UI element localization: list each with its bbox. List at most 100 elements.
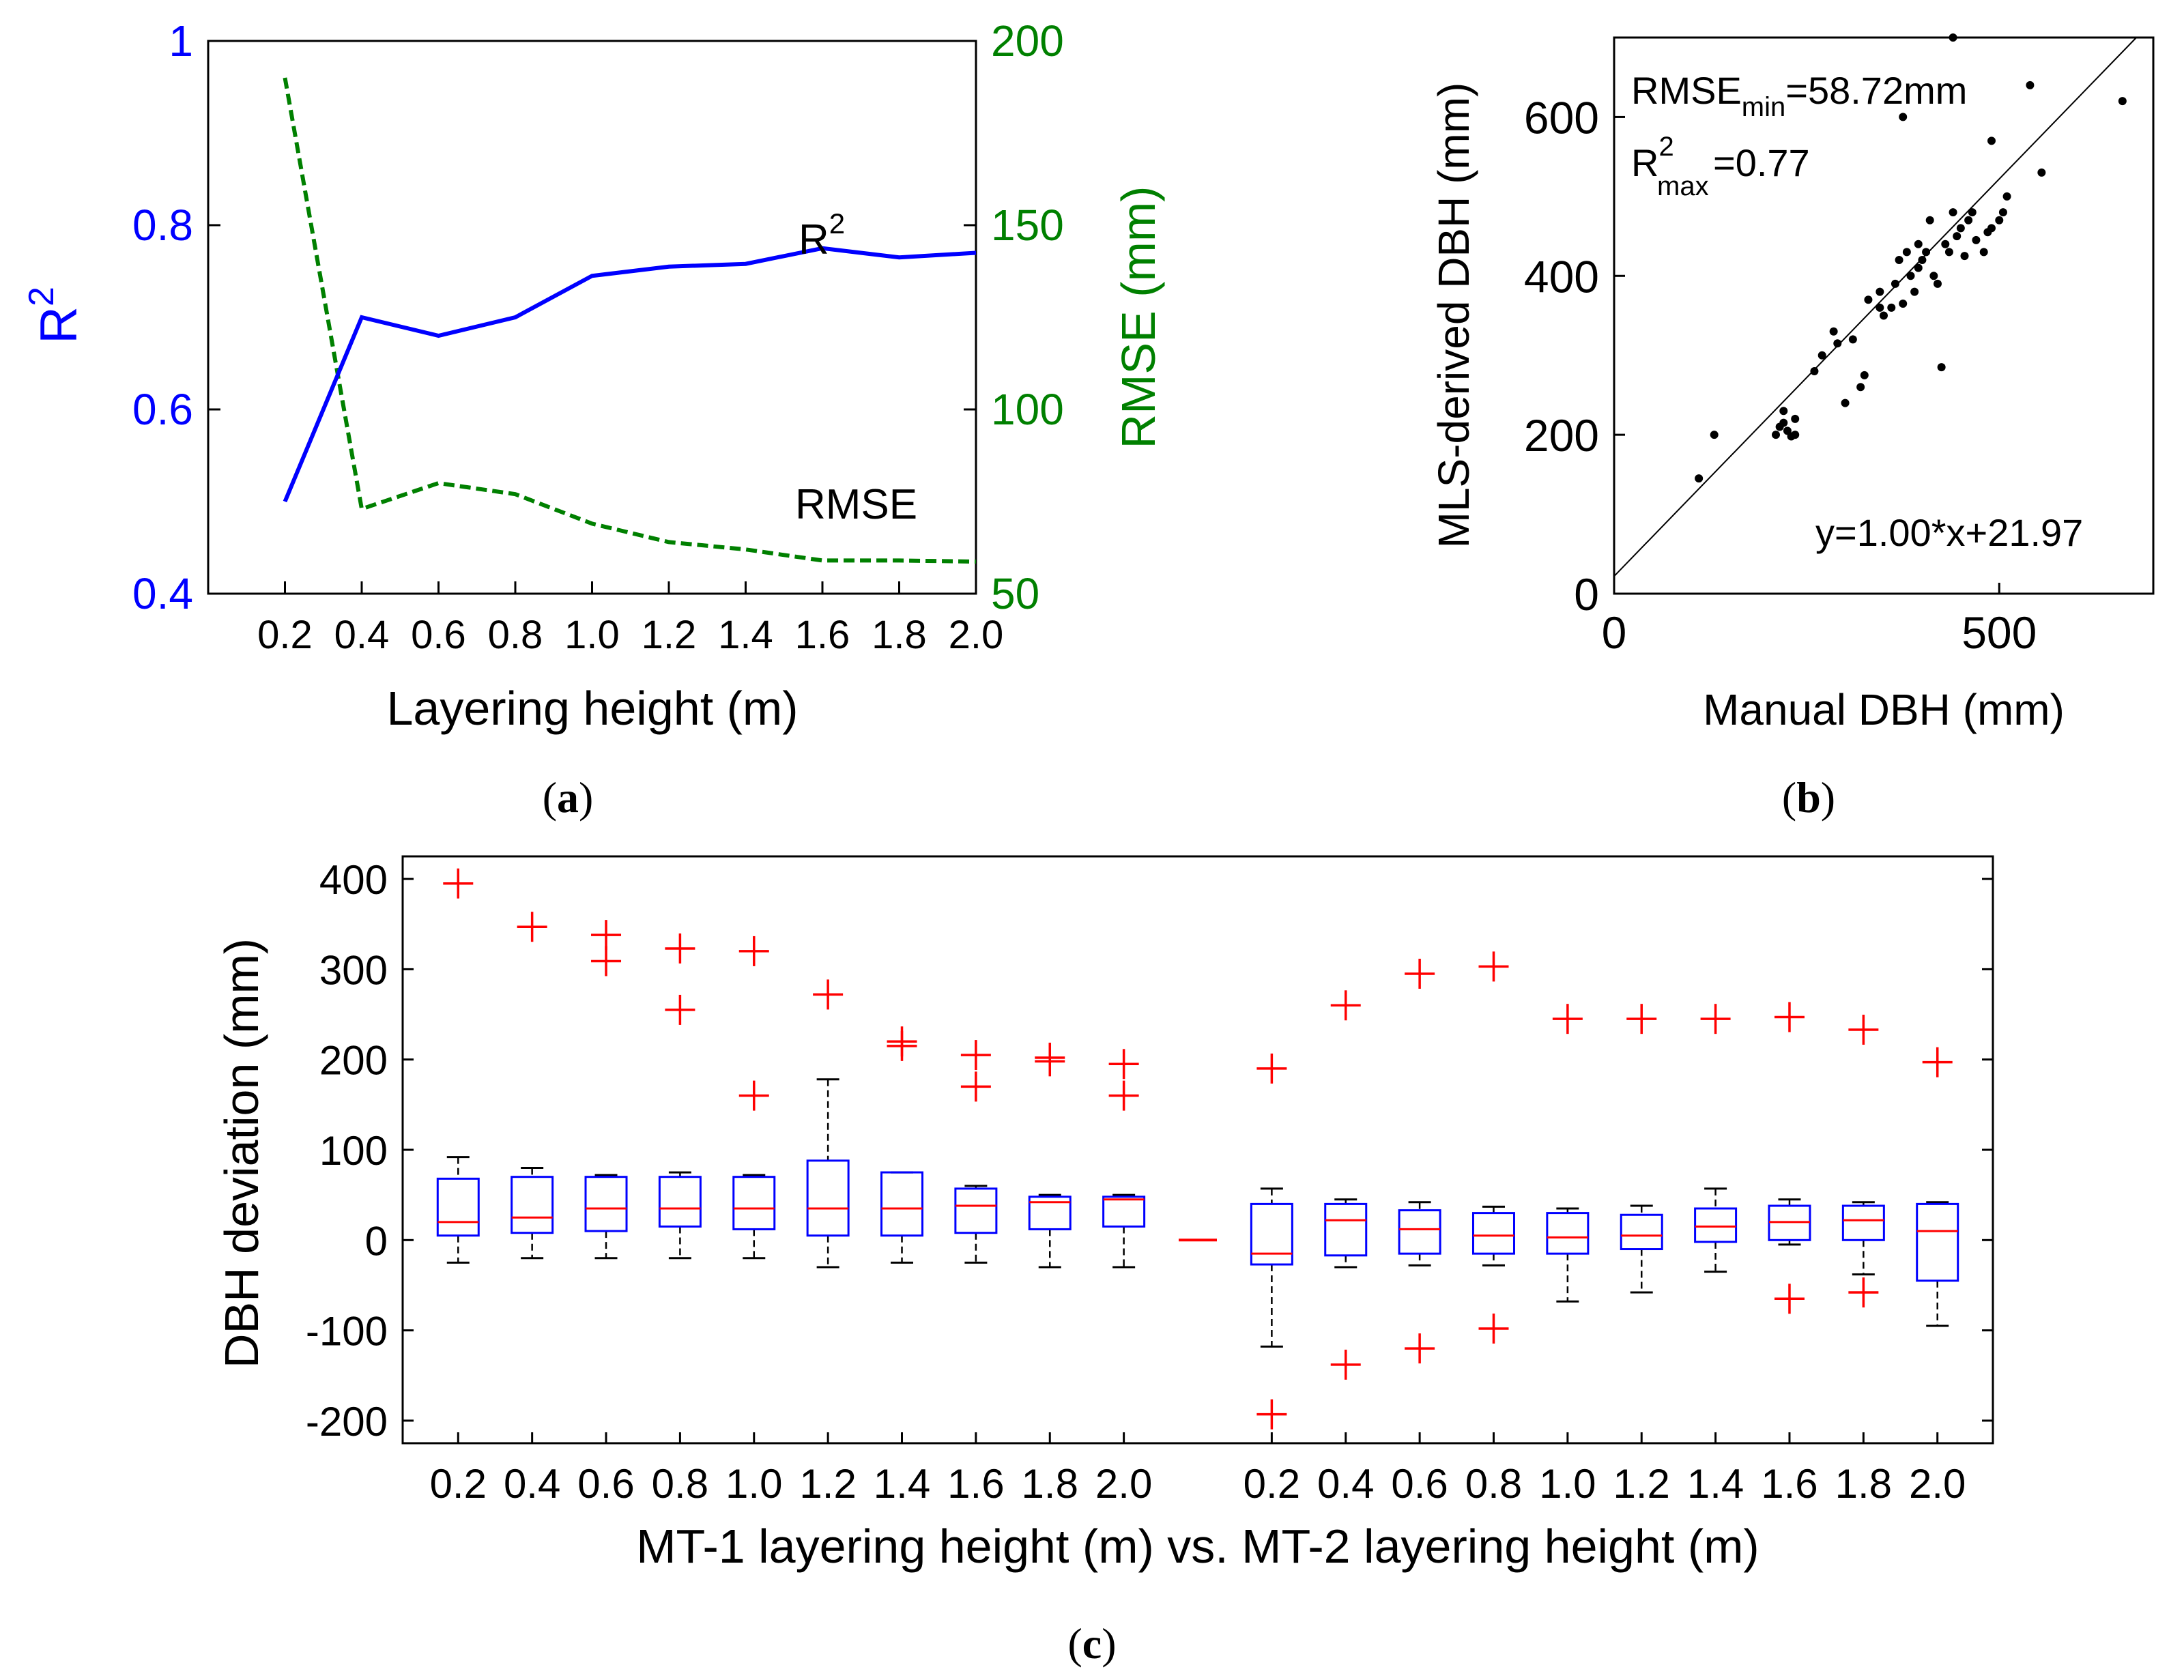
panel-b-scatter-point: [1956, 224, 1965, 233]
panel-b-y-axis-label: MLS-derived DBH (mm): [1429, 83, 1478, 549]
panel-b-scatter-point: [1860, 371, 1869, 379]
panel-c-x-tick-label: 1.8: [1022, 1461, 1078, 1507]
panel-c-box: [732, 1176, 776, 1230]
panel-b-scatter-point: [1899, 113, 1908, 121]
panel-a-left-tick-label: 0.6: [132, 385, 193, 434]
panel-c-boxplot: [1028, 1043, 1072, 1269]
panel-c-box: [1620, 1213, 1663, 1251]
panel-b-x-tick-label: 500: [1962, 607, 2037, 658]
panel-c-x-tick-label: 2.0: [1095, 1461, 1152, 1507]
panel-a-line-chart: 0.4 0.6 0.8 1 50 100 150 200 0.2 0.4 0.6 0.8 1.0 1.…: [22, 16, 1165, 822]
panel-b-scatter-point: [1960, 252, 1969, 261]
panel-a-right-tick-label: 50: [991, 569, 1039, 618]
panel-c-x-tick-label: 0.6: [577, 1461, 634, 1507]
panel-a-left-y-ticks: 0.4 0.6 0.8 1: [132, 16, 220, 618]
panel-b-plot-frame: [1613, 36, 2155, 595]
panel-c-boxplot: [880, 1026, 924, 1264]
panel-a-left-y-axis-label: R2: [22, 287, 88, 344]
panel-c-y-tick-label: -200: [306, 1399, 388, 1445]
panel-b-scatter-point: [1968, 208, 1977, 217]
panel-c-x-axis-label: MT-1 layering height (m) vs. MT-2 layeri…: [636, 1520, 1759, 1573]
panel-c-boxplot: [1471, 951, 1515, 1344]
panel-a-x-axis-label: Layering height (m): [386, 682, 798, 735]
panel-a-x-tick-label: 1.6: [795, 613, 850, 657]
panel-c-box: [436, 1177, 480, 1237]
panel-c-y-tick-label: 100: [319, 1128, 388, 1174]
panel-c-x-tick-label: 1.4: [874, 1461, 930, 1507]
panel-c-boxplot: [1102, 1049, 1146, 1269]
panel-b-scatter-point: [1833, 339, 1842, 348]
panel-b-scatter-point: [1829, 327, 1838, 336]
panel-a-x-tick-label: 1.2: [642, 613, 697, 657]
panel-a-x-tick-label: 1.0: [564, 613, 620, 657]
panel-c-box: [1028, 1196, 1072, 1230]
panel-b-scatter-point: [1876, 287, 1884, 296]
panel-c-boxplot: [1694, 1004, 1738, 1273]
panel-b-scatter-point: [2037, 168, 2046, 177]
panel-b-scatter-point: [1922, 248, 1931, 257]
panel-b-scatter-point: [1949, 208, 1957, 217]
panel-b-scatter-point: [1887, 303, 1896, 312]
panel-c-boxplot: [1250, 1053, 1293, 1430]
panel-b-scatter-point: [1914, 263, 1923, 272]
panel-b-scatter-point: [1979, 248, 1988, 257]
panel-b-scatter-point: [1817, 351, 1826, 360]
panel-b-scatter-point: [2002, 192, 2011, 201]
panel-c-x-tick-label: 1.2: [799, 1461, 856, 1507]
panel-b-y-ticks: 0 200 400 600: [1524, 92, 1625, 620]
panel-b-scatter-point: [1918, 256, 1927, 264]
panel-c-boxplot: [1841, 1015, 1885, 1308]
panel-c-x-tick-label: 1.0: [1539, 1461, 1596, 1507]
panel-c-plot-frame: [401, 855, 1994, 1445]
panel-b-scatter-point: [1972, 235, 1981, 244]
panel-a-x-tick-label: 1.4: [718, 613, 773, 657]
panel-c-boxplot: [732, 936, 776, 1260]
panel-a-right-y-ticks: 50 100 150 200: [964, 16, 1064, 618]
panel-c-y-tick-label: -100: [306, 1309, 388, 1355]
panel-b-fit-equation: y=1.00*x+21.97: [1815, 511, 2083, 554]
panel-b-scatter-point: [1899, 300, 1908, 308]
panel-c-y-tick-label: 400: [319, 857, 388, 903]
panel-b-scatter-point: [1791, 414, 1800, 423]
panel-b-scatter-point: [1810, 367, 1819, 375]
panel-a-left-tick-label: 0.4: [132, 569, 193, 618]
panel-a-rmse-series-line: [283, 77, 977, 564]
panel-c-x-tick-label: 0.8: [1465, 1461, 1522, 1507]
panel-c-boxplot: [1398, 959, 1441, 1364]
panel-c-boxplot: [1916, 1047, 1959, 1327]
panel-b-scatter-point: [2026, 81, 2035, 89]
panel-a-x-tick-label: 1.8: [872, 613, 927, 657]
panel-c-x-tick-label: 0.2: [430, 1461, 487, 1507]
panel-b-scatter-point: [1772, 431, 1780, 439]
panel-c-box: [1841, 1204, 1885, 1241]
panel-c-x-tick-label: 0.6: [1391, 1461, 1448, 1507]
panel-c-boxplots: [436, 868, 1959, 1430]
panel-b-scatter-point: [1944, 248, 1953, 257]
panel-b-scatter-point: [1925, 216, 1934, 225]
panel-c-boxplot: [1620, 1004, 1663, 1294]
panel-c-box: [1398, 1209, 1441, 1255]
panel-c-x-tick-label: 0.4: [1317, 1461, 1374, 1507]
panel-c-box: [954, 1187, 998, 1234]
panel-a-caption-label: (a): [543, 773, 594, 822]
panel-c-box: [1546, 1212, 1590, 1255]
panel-c-x-tick-label: 0.8: [652, 1461, 708, 1507]
panel-c-boxplot: [1768, 1002, 1811, 1314]
panel-a-x-tick-label: 2.0: [949, 613, 1004, 657]
panel-b-scatter-point: [1791, 431, 1800, 439]
panel-b-scatter-point: [1895, 256, 1903, 264]
panel-c-y-tick-label: 200: [319, 1038, 388, 1084]
panel-b-scatter-point: [1906, 272, 1915, 280]
panel-c-box: [1250, 1202, 1293, 1266]
panel-b-r2-annotation: R2 max=0.77: [1631, 132, 1810, 201]
panel-c-boxplot: [806, 979, 850, 1269]
panel-a-rmse-series-label: RMSE: [795, 481, 917, 528]
panel-b-scatter-point: [1987, 136, 1996, 145]
panel-b-scatter-point: [1941, 240, 1950, 248]
panel-c-box: [584, 1176, 628, 1232]
panel-c-y-tick-label: 300: [319, 947, 388, 993]
panel-c-x-tick-label: 1.8: [1835, 1461, 1892, 1507]
panel-c-box: [1916, 1202, 1959, 1282]
panel-a-r2-series-line: [283, 246, 977, 503]
panel-a-x-ticks: 0.2 0.4 0.6 0.8 1.0 1.2 1.4 1.6 1.8 2.0: [257, 581, 1003, 657]
